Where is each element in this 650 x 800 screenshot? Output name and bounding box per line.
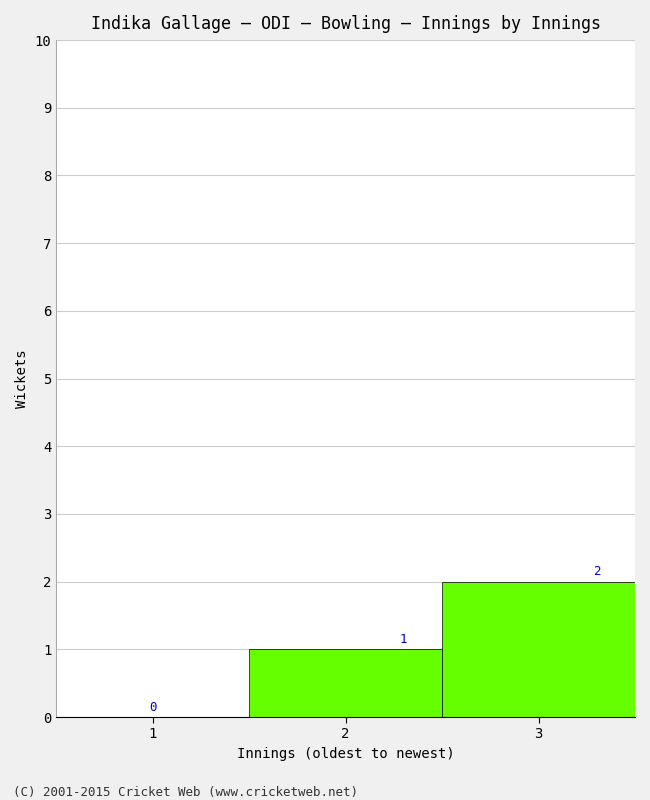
- Text: (C) 2001-2015 Cricket Web (www.cricketweb.net): (C) 2001-2015 Cricket Web (www.cricketwe…: [13, 786, 358, 799]
- Title: Indika Gallage – ODI – Bowling – Innings by Innings: Indika Gallage – ODI – Bowling – Innings…: [90, 15, 601, 33]
- Bar: [442, 582, 635, 717]
- Y-axis label: Wickets: Wickets: [15, 350, 29, 408]
- Text: 1: 1: [400, 633, 407, 646]
- Bar: [249, 650, 442, 717]
- X-axis label: Innings (oldest to newest): Innings (oldest to newest): [237, 747, 454, 761]
- Text: 2: 2: [593, 566, 600, 578]
- Text: 0: 0: [149, 701, 157, 714]
